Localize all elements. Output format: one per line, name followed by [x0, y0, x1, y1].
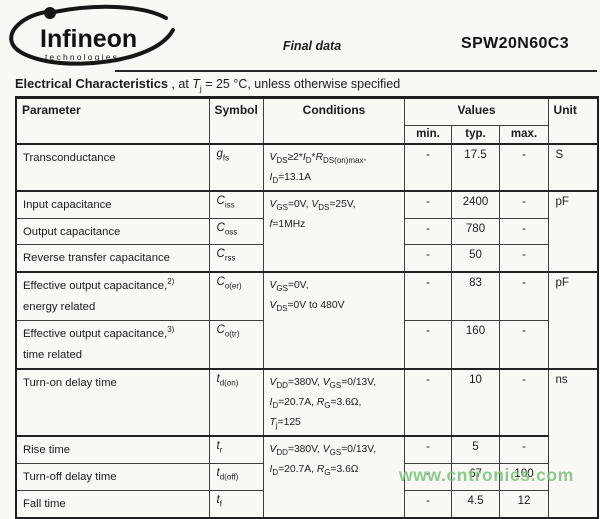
- typ-cell: 4.5: [450, 489, 500, 519]
- col-header-typ: typ.: [450, 125, 500, 144]
- typ-cell: 10: [450, 367, 500, 437]
- param-cell: Turn-on delay time: [15, 367, 210, 437]
- conditions-cell: VDD=380V, VGS=0/13V, ID=20.7A, RG=3.6Ω, …: [262, 367, 405, 437]
- min-cell: -: [403, 320, 452, 370]
- logo-dot: [44, 7, 56, 19]
- min-cell: -: [403, 271, 452, 322]
- col-header-min: min.: [403, 125, 452, 144]
- min-cell: -: [403, 189, 452, 219]
- min-cell: -: [403, 489, 452, 519]
- part-number: SPW20N60C3: [461, 35, 570, 52]
- min-cell: -: [403, 217, 452, 246]
- max-cell: -: [498, 435, 549, 465]
- brand-sub-text: technologies: [45, 52, 119, 62]
- symbol-cell: td(off): [208, 463, 264, 491]
- symbol-cell: td(on): [208, 367, 264, 437]
- max-cell: -: [498, 320, 549, 370]
- symbol-cell: Co(tr): [208, 320, 264, 370]
- param-cell: Fall time: [15, 489, 210, 519]
- section-title: Electrical Characteristics , at Tj = 25 …: [15, 76, 590, 94]
- typ-cell: 780: [450, 217, 500, 246]
- unit-cell: pF: [547, 189, 599, 273]
- max-cell: -: [498, 244, 549, 273]
- col-header-unit: Unit: [547, 97, 599, 144]
- logo-swoosh-left: [9, 10, 175, 66]
- col-header-conditions: Conditions: [262, 97, 405, 144]
- max-cell: -: [498, 367, 549, 437]
- max-cell: -: [498, 217, 549, 246]
- max-cell: -: [498, 142, 549, 192]
- typ-cell: 17.5: [450, 142, 500, 192]
- symbol-cell: Coss: [208, 217, 264, 246]
- conditions-cell: VDS≥2*ID*RDS(on)max, ID=13.1A: [262, 142, 405, 192]
- typ-cell: 83: [450, 271, 500, 322]
- max-cell: 12: [498, 489, 549, 519]
- param-cell: Effective output capacitance,3) time rel…: [15, 320, 210, 370]
- symbol-cell: tr: [208, 435, 264, 465]
- symbol-cell: gfs: [208, 142, 264, 192]
- table-row: Transconductance gfs VDS≥2*ID*RDS(on)max…: [15, 142, 599, 192]
- symbol-cell: Crss: [208, 244, 264, 273]
- typ-cell: 160: [450, 320, 500, 370]
- min-cell: -: [403, 244, 452, 273]
- min-cell: -: [403, 367, 452, 437]
- param-cell: Effective output capacitance,2) energy r…: [15, 271, 210, 322]
- unit-cell: pF: [547, 271, 599, 370]
- symbol-cell: tf: [208, 489, 264, 519]
- param-cell: Reverse transfer capacitance: [15, 244, 210, 273]
- symbol-cell: Co(er): [208, 271, 264, 322]
- logo-swoosh-top: [52, 4, 168, 20]
- doc-type-label: Final data: [282, 39, 342, 53]
- typ-cell: 2400: [450, 189, 500, 219]
- section-title-rest: , at Tj = 25 °C, unless otherwise specif…: [167, 77, 401, 94]
- max-cell: -: [498, 189, 549, 219]
- conditions-cell: VGS=0V, VDS=0V to 480V: [262, 271, 405, 370]
- param-cell: Output capacitance: [15, 217, 210, 246]
- section-title-bold: Electrical Characteristics: [15, 76, 168, 91]
- table-row: Effective output capacitance,2) energy r…: [15, 271, 599, 370]
- electrical-characteristics-table: Parameter Symbol Conditions Values Unit …: [15, 96, 600, 519]
- table-row: Input capacitance Ciss VGS=0V, VDS=25V, …: [15, 189, 599, 273]
- unit-cell: ns: [547, 367, 599, 519]
- conditions-cell: VDD=380V, VGS=0/13V, ID=20.7A, RG=3.6Ω: [262, 435, 405, 519]
- watermark: www.cntronics.com: [399, 465, 574, 485]
- table-row: Effective output capacitance,3) time rel…: [15, 320, 598, 370]
- header-row: Parameter Symbol Conditions Values Unit: [15, 97, 599, 144]
- subheader-row: min. typ. max.: [16, 125, 598, 144]
- max-cell: -: [498, 271, 549, 322]
- min-cell: -: [403, 435, 452, 465]
- col-header-symbol: Symbol: [208, 97, 264, 144]
- table-row: Reverse transfer capacitance Crss - 50 -: [15, 244, 598, 273]
- typ-cell: 50: [450, 244, 500, 273]
- table-row: Turn-off delay time td(off) - 67 100: [15, 463, 598, 491]
- col-header-parameter: Parameter: [15, 97, 210, 144]
- param-cell: Rise time: [15, 435, 210, 465]
- col-header-values: Values: [403, 97, 549, 126]
- max-cell: 100: [498, 463, 549, 491]
- unit-cell: S: [547, 142, 599, 192]
- typ-cell: 67: [450, 463, 500, 491]
- param-cell: Turn-off delay time: [15, 463, 210, 491]
- param-cell: Transconductance: [15, 142, 210, 192]
- min-cell: -: [403, 142, 452, 192]
- header-rule: [115, 70, 597, 72]
- table-row: Rise time tr VDD=380V, VGS=0/13V, ID=20.…: [15, 435, 598, 519]
- infineon-logo: Infineon technologies: [9, 4, 175, 66]
- symbol-cell: Ciss: [208, 189, 264, 219]
- conditions-cell: VGS=0V, VDS=25V, f=1MHz: [262, 189, 405, 273]
- table-row: Turn-on delay time td(on) VDD=380V, VGS=…: [15, 367, 599, 519]
- param-cell: Input capacitance: [15, 189, 210, 219]
- brand-text: Infineon: [40, 25, 137, 53]
- typ-cell: 5: [450, 435, 500, 465]
- col-header-max: max.: [498, 125, 549, 144]
